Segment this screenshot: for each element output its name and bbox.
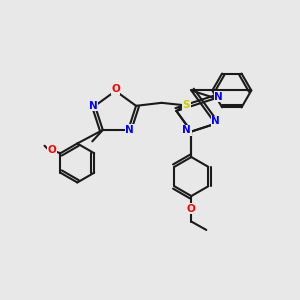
Text: O: O (187, 204, 196, 214)
Text: N: N (211, 116, 220, 126)
Text: N: N (89, 101, 98, 111)
Text: S: S (183, 100, 190, 110)
Text: O: O (48, 145, 56, 155)
Text: N: N (214, 92, 223, 102)
Text: N: N (125, 125, 134, 135)
Text: N: N (182, 125, 191, 135)
Text: O: O (111, 84, 120, 94)
